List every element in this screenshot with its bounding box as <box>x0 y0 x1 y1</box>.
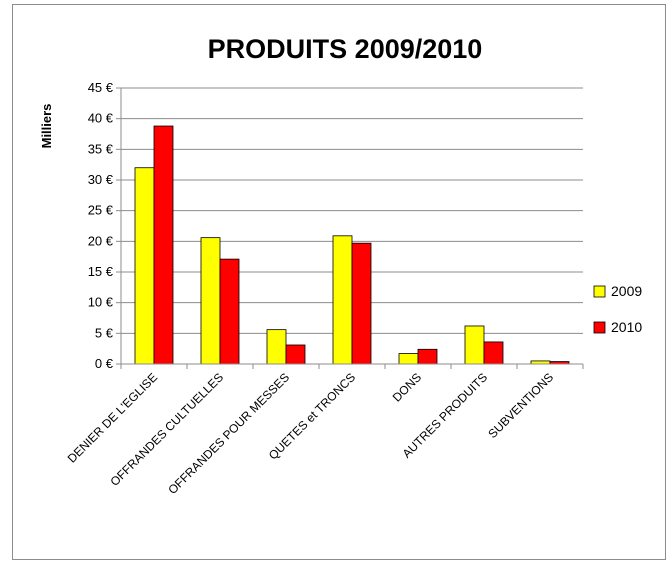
x-category-label: SUBVENTIONS <box>485 370 556 441</box>
axes <box>120 88 584 369</box>
y-axis-label: Milliers <box>39 104 54 149</box>
bar-2010 <box>153 125 174 365</box>
legend-swatch-2009 <box>593 285 606 298</box>
chart-title: PRODUITS 2009/2010 <box>208 34 483 64</box>
y-tick-label: 0 € <box>95 356 114 371</box>
bar-2010 <box>285 344 306 365</box>
legend-label-2010: 2010 <box>611 319 642 335</box>
legend-label-2009: 2009 <box>611 283 642 299</box>
bar-2009 <box>134 167 155 365</box>
y-tick-label: 15 € <box>88 264 114 279</box>
legend: 2009 2010 <box>593 283 642 335</box>
y-tick-label: 10 € <box>88 295 114 310</box>
bar-2009 <box>266 329 287 365</box>
bar-2010 <box>351 242 372 365</box>
x-category-label: OFFRANDES POUR MESSES <box>165 370 292 497</box>
y-tick-labels: 0 € 5 € 10 € 15 € 20 € 25 € 30 € 35 € 40 € 45 € <box>88 80 114 371</box>
x-category-label: DONS <box>390 370 424 404</box>
bar-2009 <box>200 237 221 365</box>
y-tick-label: 30 € <box>88 172 114 187</box>
bar-2010 <box>219 258 240 365</box>
bar-2009 <box>332 235 353 365</box>
y-tick-label: 20 € <box>88 233 114 248</box>
y-tick-label: 35 € <box>88 141 114 156</box>
y-tick-label: 40 € <box>88 111 114 126</box>
legend-swatch-2010 <box>593 321 606 334</box>
y-tick-label: 45 € <box>88 80 114 95</box>
bar-2009 <box>398 353 419 365</box>
y-tick-label: 25 € <box>88 203 114 218</box>
bar-2010 <box>483 341 504 365</box>
bars <box>134 125 570 365</box>
bar-2010 <box>417 348 438 365</box>
x-category-label: OFFRANDES CULTUELLES <box>107 370 226 489</box>
y-tick-label: 5 € <box>95 325 114 340</box>
bar-2009 <box>464 325 485 365</box>
gridlines <box>116 87 583 365</box>
